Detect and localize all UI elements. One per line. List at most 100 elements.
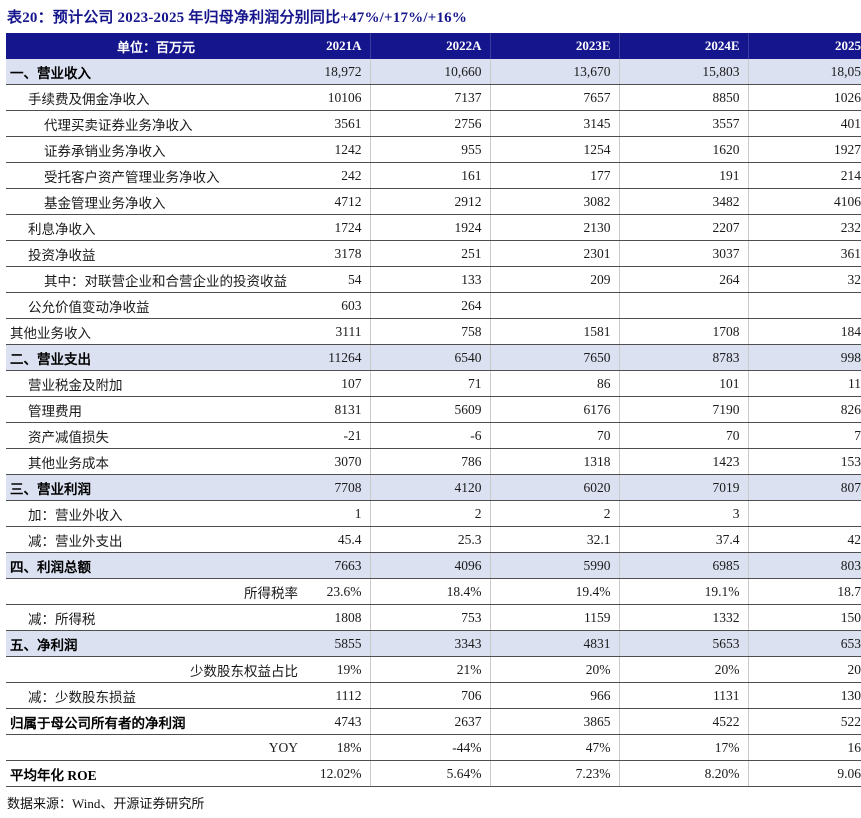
table-row: 利息净收入 1724 1924 2130 2207 232 [6, 214, 861, 241]
row-label-cell: 营业税金及附加 [6, 370, 306, 397]
value-cell: 25.3 [370, 526, 491, 553]
value-cell: 71 [370, 370, 491, 397]
value-cell: 3145 [490, 110, 620, 137]
value-cell: 9.06 [748, 760, 861, 787]
value-cell: 23.6% [306, 578, 371, 605]
table-row: 其中：对联营企业和合营企业的投资收益 54 133 209 264 32 [6, 266, 861, 293]
row-label-cell: 证券承销业务净收入 [6, 136, 306, 163]
row-label-cell: 管理费用 [6, 396, 306, 423]
value-cell: 19% [306, 656, 371, 683]
value-cell: 47% [490, 734, 620, 761]
value-cell: 21% [370, 656, 491, 683]
value-cell: 232 [748, 214, 861, 241]
value-cell: 7708 [306, 474, 371, 501]
value-cell: 803 [748, 552, 861, 579]
value-cell: 18,972 [306, 59, 371, 85]
value-cell: 2130 [490, 214, 620, 241]
value-cell: 603 [306, 292, 371, 319]
value-cell [619, 292, 749, 319]
value-cell [748, 500, 861, 527]
row-label-cell: 加：营业外收入 [6, 500, 306, 527]
row-label-cell: 其他业务成本 [6, 448, 306, 475]
table-row: 管理费用 8131 5609 6176 7190 826 [6, 396, 861, 423]
value-cell: 12.02% [306, 760, 371, 787]
table-row: 平均年化 ROE 12.02% 5.64% 7.23% 8.20% 9.06 [6, 760, 861, 787]
value-cell: 1 [306, 500, 371, 527]
value-cell: 998 [748, 344, 861, 371]
row-label-cell: 公允价值变动净收益 [6, 292, 306, 319]
value-cell: 7657 [490, 84, 620, 111]
table-row: 归属于母公司所有者的净利润 4743 2637 3865 4522 522 [6, 708, 861, 735]
value-cell: 32.1 [490, 526, 620, 553]
value-cell: 130 [748, 682, 861, 709]
financial-forecast-table: 单位：百万元 2021A 2022A 2023E 2024E 2025 一、营业收入 18… [6, 33, 861, 787]
value-cell: 32 [748, 266, 861, 293]
table-row: 减：少数股东损益 1112 706 966 1131 130 [6, 682, 861, 709]
table-row: 三、营业利润 7708 4120 6020 7019 807 [6, 474, 861, 501]
value-cell: 753 [370, 604, 491, 631]
data-source-note: 数据来源：Wind、开源证券研究所 [7, 796, 205, 811]
row-label-cell: 所得税率 [6, 578, 306, 605]
year-header-2: 2022A [370, 33, 491, 59]
value-cell: 1332 [619, 604, 749, 631]
value-cell: 3037 [619, 240, 749, 267]
value-cell: 1254 [490, 136, 620, 163]
value-cell [490, 292, 620, 319]
value-cell: 5.64% [370, 760, 491, 787]
value-cell: 18,05 [748, 59, 861, 85]
value-cell: 3343 [370, 630, 491, 657]
value-cell: 1927 [748, 136, 861, 163]
value-cell: 4096 [370, 552, 491, 579]
value-cell: 86 [490, 370, 620, 397]
value-cell: 706 [370, 682, 491, 709]
year-header-5: 2025 [748, 33, 861, 59]
value-cell: 7 [748, 422, 861, 449]
value-cell: 2 [490, 500, 620, 527]
value-cell: 2207 [619, 214, 749, 241]
value-cell: 1423 [619, 448, 749, 475]
value-cell: 3082 [490, 188, 620, 215]
value-cell: 15,803 [619, 59, 749, 85]
value-cell: 20% [490, 656, 620, 683]
value-cell: 401 [748, 110, 861, 137]
value-cell: 8850 [619, 84, 749, 111]
value-cell: 1159 [490, 604, 620, 631]
value-cell: 7190 [619, 396, 749, 423]
row-label-cell: 利息净收入 [6, 214, 306, 241]
value-cell: 8131 [306, 396, 371, 423]
value-cell: 191 [619, 162, 749, 189]
value-cell: 3561 [306, 110, 371, 137]
value-cell: 17% [619, 734, 749, 761]
row-label-cell: 减：少数股东损益 [6, 682, 306, 709]
value-cell: 10106 [306, 84, 371, 111]
value-cell: 1708 [619, 318, 749, 345]
value-cell: 2 [370, 500, 491, 527]
table-row: 加：营业外收入 1 2 2 3 [6, 500, 861, 527]
table-row: 其他业务收入 3111 758 1581 1708 184 [6, 318, 861, 345]
table-row: 五、净利润 5855 3343 4831 5653 653 [6, 630, 861, 657]
value-cell: 209 [490, 266, 620, 293]
value-cell: 7019 [619, 474, 749, 501]
value-cell: 1242 [306, 136, 371, 163]
value-cell: -6 [370, 422, 491, 449]
value-cell: 161 [370, 162, 491, 189]
value-cell: 6985 [619, 552, 749, 579]
table-row: 营业税金及附加 107 71 86 101 11 [6, 370, 861, 397]
table-row: 手续费及佣金净收入 10106 7137 7657 8850 1026 [6, 84, 861, 111]
row-label-cell: 代理买卖证券业务净收入 [6, 110, 306, 137]
value-cell: 2301 [490, 240, 620, 267]
value-cell: 13,670 [490, 59, 620, 85]
value-cell: -44% [370, 734, 491, 761]
table-row: 受托客户资产管理业务净收入 242 161 177 191 214 [6, 162, 861, 189]
table-title: 表20：预计公司 2023-2025 年归母净利润分别同比+47%/+17%/+… [7, 10, 468, 26]
table-row: 公允价值变动净收益 603 264 [6, 292, 861, 319]
value-cell: 6020 [490, 474, 620, 501]
value-cell: 5990 [490, 552, 620, 579]
value-cell: 522 [748, 708, 861, 735]
value-cell: 3557 [619, 110, 749, 137]
value-cell: 11264 [306, 344, 371, 371]
row-label-cell: 投资净收益 [6, 240, 306, 267]
value-cell: 18.4% [370, 578, 491, 605]
value-cell: 19.4% [490, 578, 620, 605]
